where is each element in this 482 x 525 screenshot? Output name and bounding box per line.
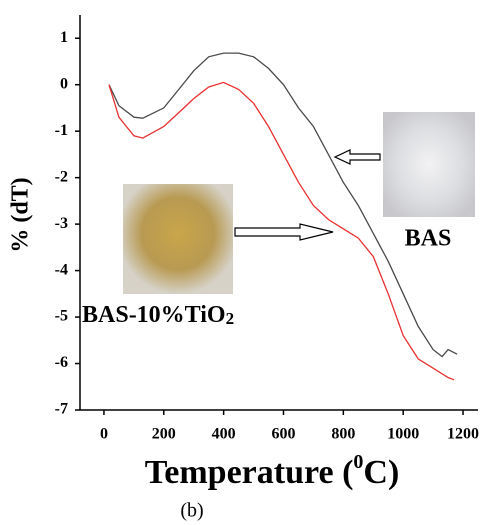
bas-photo — [383, 112, 475, 217]
x-tick-label: 600 — [271, 426, 295, 443]
y-tick-label: -4 — [55, 261, 68, 278]
caption: (b) — [180, 500, 203, 522]
y-tick-label: 0 — [60, 75, 68, 92]
y-tick-label: -7 — [55, 401, 68, 418]
x-tick-label: 1000 — [387, 426, 419, 443]
x-axis-label: Temperature (0C) — [145, 451, 400, 491]
x-tick-label: 400 — [212, 426, 236, 443]
x-tick-label: 1200 — [447, 426, 479, 443]
y-tick-label: 1 — [60, 29, 68, 46]
data-line — [108, 81, 455, 381]
y-tick-label: -6 — [55, 354, 68, 371]
annotation: BAS-10%TiO2 — [82, 302, 234, 328]
y-tick-label: -2 — [55, 168, 68, 185]
data-line — [108, 52, 458, 358]
bas-tio2-photo — [123, 184, 233, 294]
y-tick-label: -3 — [55, 215, 68, 232]
x-tick-label: 0 — [100, 426, 108, 443]
y-tick-label: -1 — [55, 122, 68, 139]
annotation: BAS — [405, 226, 452, 252]
x-tick-label: 200 — [152, 426, 176, 443]
y-tick-label: -5 — [55, 308, 68, 325]
y-axis-label: % (dT) — [8, 177, 34, 252]
arrow — [234, 149, 381, 241]
x-tick-label: 800 — [331, 426, 355, 443]
axes — [79, 15, 478, 411]
